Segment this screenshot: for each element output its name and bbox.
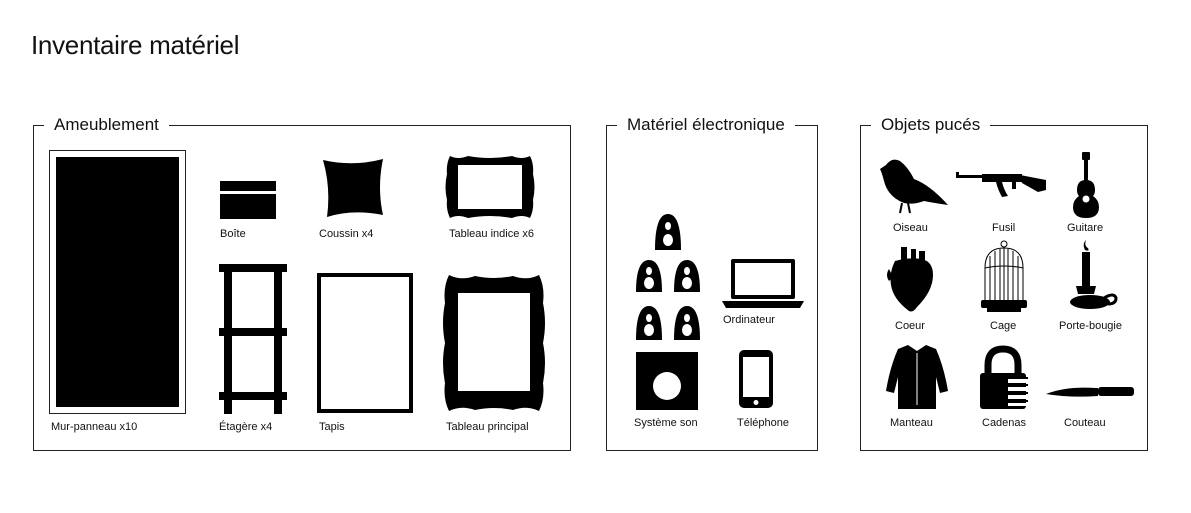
item-label: Cage (990, 320, 1017, 332)
phone-icon (739, 350, 773, 408)
item-label: Couteau (1064, 417, 1106, 429)
padlock-icon (980, 345, 1028, 409)
group-ameublement: Ameublement (33, 115, 571, 451)
item-label: Tableau indice x6 (449, 228, 535, 240)
page-title: Inventaire matériel (31, 30, 240, 60)
box-icon (220, 181, 276, 219)
item-label: Coussin x4 (319, 228, 374, 240)
group-objets: Objets pucés (860, 115, 1148, 451)
wall-panel-icon (49, 150, 186, 414)
rifle-icon (956, 172, 1046, 197)
ornate-frame-icon (445, 156, 535, 218)
item-label: Tableau principal (446, 421, 529, 433)
item-label: Cadenas (982, 417, 1027, 429)
item-label: Système son (634, 417, 698, 429)
item-label: Oiseau (893, 222, 928, 234)
speakers-icon (636, 214, 700, 340)
group-title-electronique: Matériel électronique (617, 115, 795, 135)
subwoofer-icon (636, 352, 698, 410)
group-title-ameublement: Ameublement (44, 115, 169, 135)
group-title-objets: Objets pucés (871, 115, 991, 135)
knife-icon (1046, 387, 1134, 397)
item-label: Fusil (992, 222, 1016, 234)
item-label: Porte-bougie (1059, 320, 1122, 332)
shelf-icon (219, 264, 287, 414)
item-label: Ordinateur (723, 314, 775, 326)
item-label: Coeur (895, 320, 925, 332)
laptop-icon (722, 259, 804, 308)
heart-icon (887, 247, 933, 312)
large-ornate-frame-icon (443, 275, 545, 411)
item-label: Étagère x4 (219, 421, 273, 433)
guitar-icon (1073, 152, 1099, 218)
item-label: Tapis (319, 421, 345, 433)
item-label: Boîte (220, 228, 246, 240)
item-label: Guitare (1067, 222, 1104, 234)
birdcage-icon (981, 240, 1027, 312)
bird-icon (880, 159, 948, 214)
rug-icon (317, 273, 413, 413)
item-label: Manteau (890, 417, 933, 429)
cushion-icon (323, 159, 383, 217)
item-label: Mur-panneau x10 (51, 421, 138, 433)
item-label: Téléphone (737, 417, 789, 429)
coat-icon (886, 345, 948, 409)
candle-holder-icon (1070, 240, 1118, 309)
group-electronique: Matériel électronique (606, 115, 818, 451)
